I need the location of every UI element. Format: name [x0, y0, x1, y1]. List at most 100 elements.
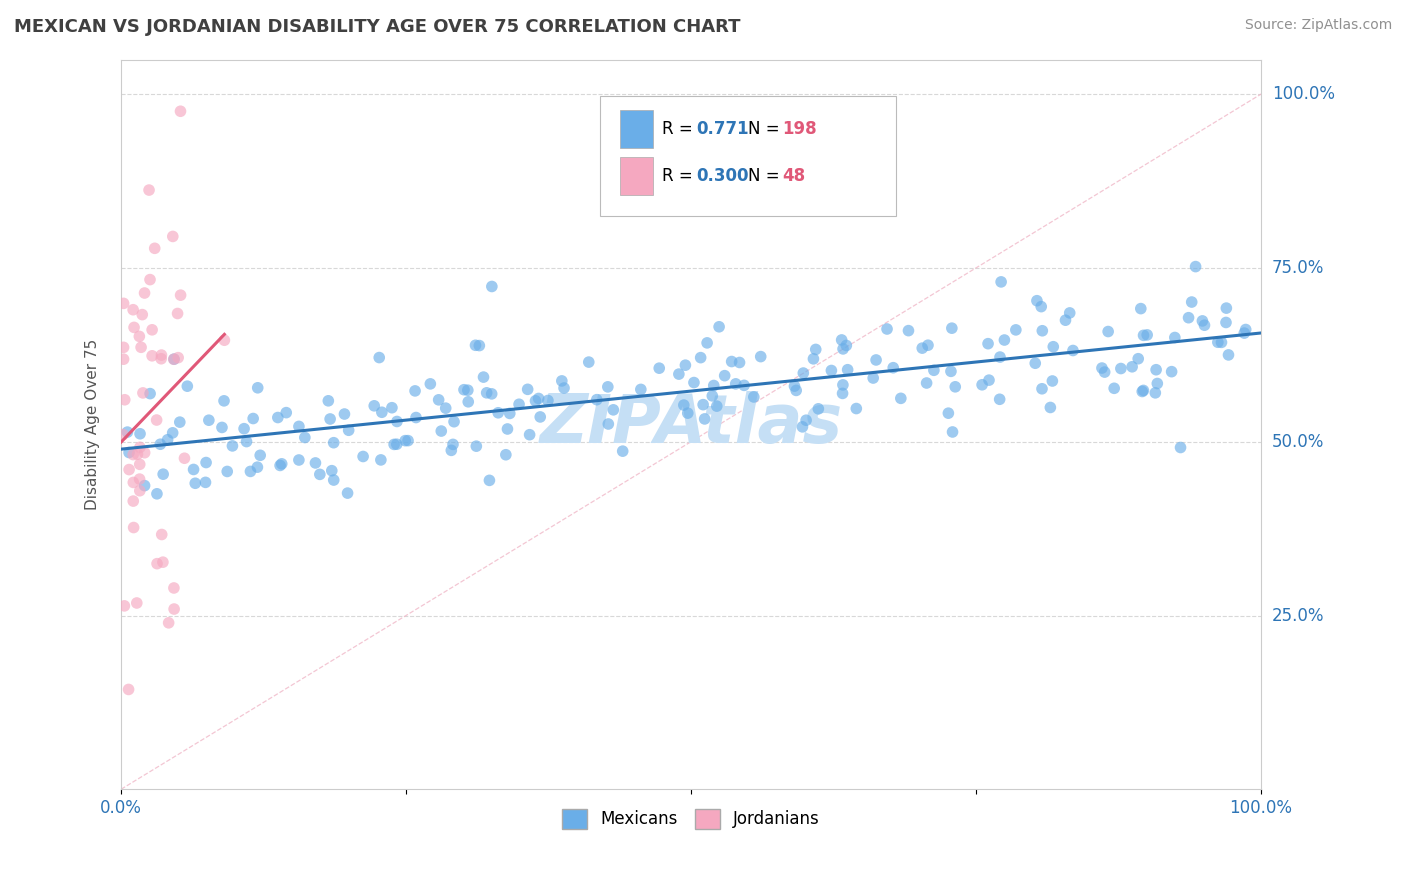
- Point: [443, 415, 465, 429]
- Point: [464, 338, 486, 352]
- Point: [1097, 325, 1119, 339]
- Point: [371, 405, 394, 419]
- Point: [150, 351, 173, 366]
- Point: [1128, 351, 1150, 366]
- Point: [1039, 401, 1062, 415]
- Point: [139, 386, 162, 401]
- Point: [820, 363, 842, 377]
- Point: [876, 322, 898, 336]
- Text: Source: ZipAtlas.com: Source: ZipAtlas.com: [1244, 18, 1392, 32]
- Point: [481, 387, 503, 401]
- Point: [270, 457, 292, 471]
- Point: [150, 348, 173, 362]
- Point: [683, 376, 706, 390]
- Point: [648, 361, 671, 376]
- Point: [472, 370, 495, 384]
- Point: [217, 465, 239, 479]
- Point: [246, 381, 269, 395]
- Point: [941, 425, 963, 439]
- Point: [1031, 382, 1053, 396]
- Point: [1026, 293, 1049, 308]
- Text: 25.0%: 25.0%: [1272, 607, 1324, 624]
- Point: [132, 385, 155, 400]
- Y-axis label: Disability Age Over 75: Disability Age Over 75: [86, 339, 100, 510]
- Point: [972, 377, 994, 392]
- Point: [1054, 313, 1077, 327]
- Point: [1234, 322, 1257, 336]
- Point: [134, 285, 156, 300]
- Point: [276, 406, 298, 420]
- Point: [1184, 260, 1206, 274]
- Point: [749, 350, 772, 364]
- Point: [478, 474, 501, 488]
- Point: [845, 401, 868, 416]
- Point: [938, 406, 960, 420]
- Point: [742, 390, 765, 404]
- Point: [486, 406, 509, 420]
- Point: [143, 241, 166, 255]
- Point: [1121, 359, 1143, 374]
- Point: [835, 338, 858, 352]
- Point: [1129, 301, 1152, 316]
- Point: [288, 453, 311, 467]
- Text: 100.0%: 100.0%: [1272, 86, 1334, 103]
- Point: [1160, 365, 1182, 379]
- Point: [249, 448, 271, 462]
- Point: [990, 275, 1012, 289]
- Point: [794, 413, 817, 427]
- Text: 50.0%: 50.0%: [1272, 433, 1324, 450]
- Point: [114, 392, 136, 407]
- Point: [134, 446, 156, 460]
- Point: [1146, 376, 1168, 391]
- Point: [176, 379, 198, 393]
- Point: [837, 362, 859, 376]
- Point: [977, 336, 1000, 351]
- Legend: Mexicans, Jordanians: Mexicans, Jordanians: [555, 802, 827, 836]
- Point: [322, 435, 344, 450]
- Point: [430, 424, 453, 438]
- Point: [832, 342, 855, 356]
- Point: [214, 333, 236, 347]
- Point: [882, 360, 904, 375]
- Point: [783, 379, 806, 393]
- Point: [122, 302, 145, 317]
- Point: [294, 430, 316, 444]
- Point: [499, 406, 522, 420]
- Point: [129, 340, 152, 354]
- Point: [693, 412, 716, 426]
- Point: [468, 338, 491, 352]
- Point: [128, 458, 150, 472]
- Point: [239, 464, 262, 478]
- Point: [152, 467, 174, 482]
- Point: [122, 520, 145, 534]
- Point: [707, 319, 730, 334]
- Point: [163, 602, 186, 616]
- Point: [922, 363, 945, 377]
- Point: [516, 382, 538, 396]
- Point: [169, 288, 191, 302]
- Point: [352, 450, 374, 464]
- Point: [333, 407, 356, 421]
- Point: [630, 383, 652, 397]
- Text: N =: N =: [748, 120, 785, 138]
- Point: [508, 397, 530, 411]
- Point: [915, 376, 938, 390]
- Point: [1059, 306, 1081, 320]
- Point: [977, 373, 1000, 387]
- Point: [939, 364, 962, 378]
- Point: [112, 599, 135, 613]
- Point: [152, 555, 174, 569]
- Point: [183, 462, 205, 476]
- Text: 198: 198: [782, 120, 817, 138]
- Point: [141, 323, 163, 337]
- Point: [163, 352, 186, 367]
- Point: [221, 439, 243, 453]
- Point: [156, 433, 179, 447]
- Point: [127, 447, 149, 461]
- Point: [1191, 314, 1213, 328]
- Text: 0.300: 0.300: [696, 168, 749, 186]
- Point: [198, 413, 221, 427]
- Point: [368, 351, 391, 365]
- Point: [419, 376, 441, 391]
- Point: [1218, 348, 1240, 362]
